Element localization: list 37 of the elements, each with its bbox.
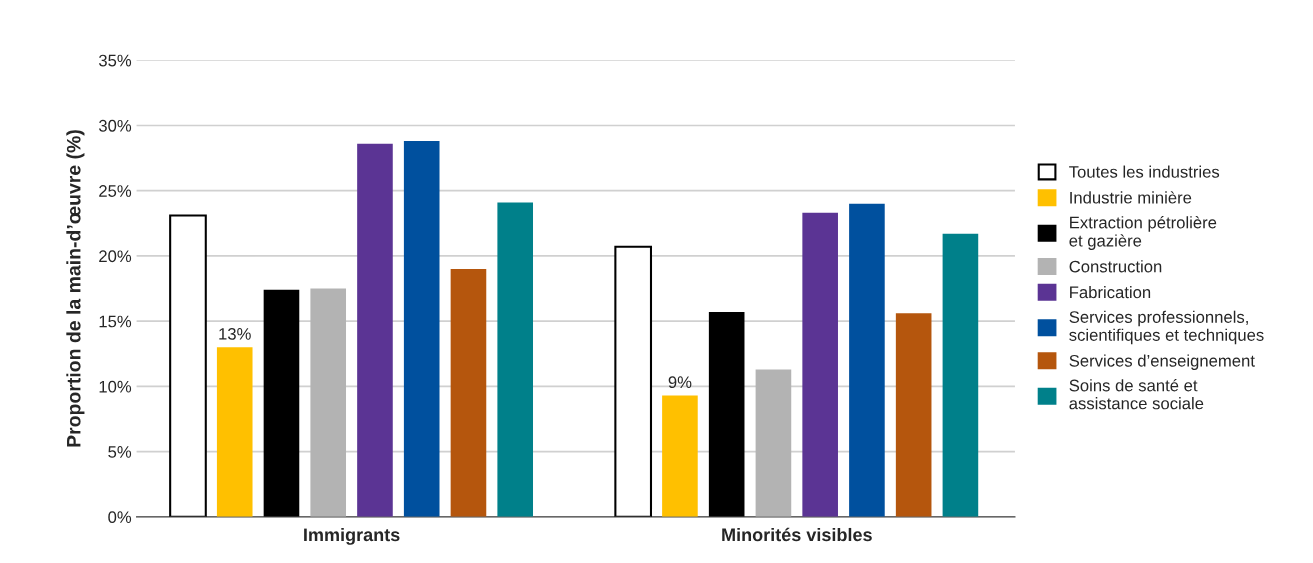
y-tick-label: 5% (108, 446, 132, 458)
y-tick-label: 10% (99, 380, 132, 393)
bar (614, 245, 653, 517)
x-tick-label: Minorités visibles (722, 527, 872, 542)
legend-label: Fabrication (1070, 285, 1151, 299)
legend-label: Extraction pétrolière et gazière (1069, 216, 1217, 250)
bar (169, 214, 207, 517)
y-tick-label: 35% (98, 54, 132, 67)
legend-label: Toutes les industries (1069, 165, 1220, 178)
x-tick-label: Immigrants (304, 527, 400, 545)
data-label: 13% (219, 327, 251, 340)
y-tick-label: 0% (108, 511, 132, 524)
bar (895, 313, 932, 517)
y-tick-label: 20% (99, 250, 132, 263)
bar (450, 268, 487, 517)
legend-label: Industrie minière (1070, 191, 1192, 204)
legend-label: Services d’enseignement (1069, 354, 1255, 370)
bar (662, 395, 698, 517)
bar (216, 347, 253, 517)
bar (849, 203, 885, 517)
legend-label: Services professionnels, scientifiques et techniques (1069, 310, 1264, 345)
bar (310, 288, 347, 517)
bar (755, 369, 792, 517)
bar (802, 212, 838, 517)
bar (497, 202, 534, 517)
y-tick-label: 30% (98, 119, 132, 132)
bar (263, 289, 300, 517)
y-tick-label: 25% (99, 185, 132, 197)
y-tick-label: 15% (99, 315, 132, 328)
bar (942, 233, 979, 517)
data-label: 9% (668, 376, 692, 389)
y-axis-title: Proportion de la main-d’œuvre (%) (66, 130, 85, 447)
bar (403, 141, 440, 517)
legend-label: Soins de santé et assistance sociale (1069, 378, 1204, 410)
legend-label: Construction (1069, 260, 1162, 273)
bar (357, 143, 393, 517)
bar (708, 312, 745, 517)
